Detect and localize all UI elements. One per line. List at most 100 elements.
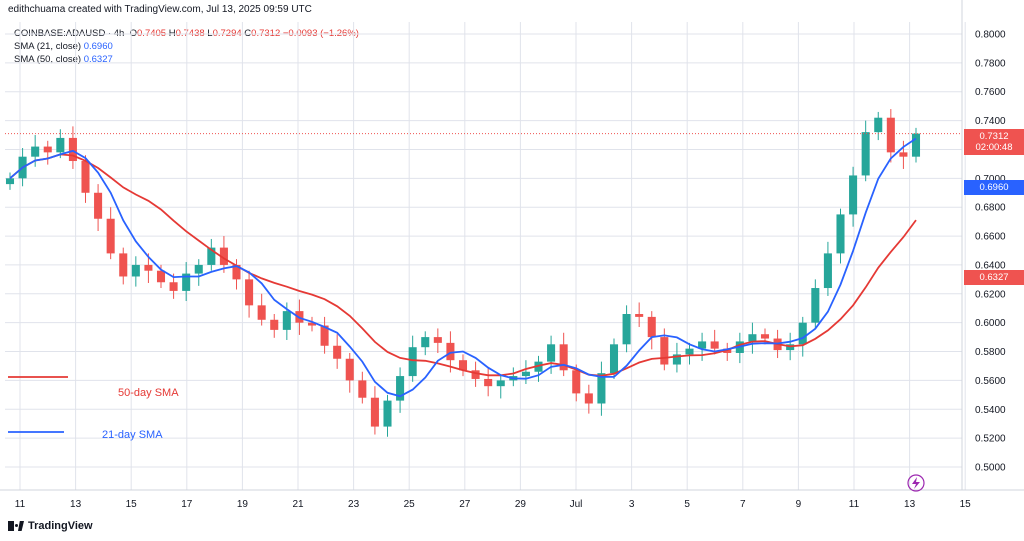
y-tick-label: 0.6600 [975,232,1006,243]
candle-body [521,371,530,377]
x-tick-label: 27 [459,499,471,510]
y-tick-label: 0.7600 [975,87,1006,98]
candle-body [219,247,228,265]
chart-credit: edithchuama created with TradingView.com… [8,4,312,15]
y-tick-label: 0.7800 [975,58,1006,69]
candle-body [43,146,52,153]
y-tick-label: 0.5800 [975,347,1006,358]
brand-name: TradingView [28,520,93,532]
sma50-label[interactable]: SMA (50, close) [14,54,82,65]
x-tick-label: 21 [292,499,304,510]
sma21-price-tag: 0.6960 [964,180,1024,195]
candle-body [698,341,707,349]
tradingview-logo-icon [8,521,24,531]
candle-body [5,178,15,185]
x-tick-label: 7 [740,499,746,510]
candle-body [798,322,807,345]
candle-body [156,270,166,283]
x-tick-label: 29 [515,499,527,510]
x-tick-label: 25 [404,499,416,510]
x-tick-label: 5 [684,499,690,510]
candle-body [874,117,883,133]
candle-body [421,337,430,348]
candle-body [320,325,329,346]
candle-body [572,370,581,394]
candle-body [396,376,405,401]
x-tick-label: 11 [15,499,26,510]
candle-body [282,311,291,330]
candle-body [446,342,455,361]
candle-body [433,337,442,343]
candle-body [358,380,367,398]
x-tick-label: 13 [70,499,82,510]
y-tick-label: 0.6400 [975,260,1006,271]
y-tick-label: 0.7400 [975,116,1006,127]
candle-body [383,400,392,427]
candle-body [31,146,40,157]
candle-body [207,247,216,265]
candle-body [710,341,719,349]
candle-body [534,361,543,372]
candle-body [849,175,858,215]
x-tick-label: 3 [629,499,635,510]
candle-body [408,347,417,377]
candle-body [169,282,178,291]
x-tick-label: 17 [181,499,193,510]
candle-body [471,370,480,379]
tradingview-brand[interactable]: TradingView [8,520,93,532]
sma21-value: 0.6960 [83,41,113,52]
y-tick-label: 0.8000 [975,30,1006,41]
candle-body [119,253,128,277]
candle-body [547,344,556,362]
x-tick-label: 23 [348,499,360,510]
candle-body [307,322,317,326]
bar-countdown: 02:00:48 [975,142,1013,153]
y-tick-label: 0.5000 [975,463,1006,474]
candle-body [911,133,921,157]
last-price-tag: 0.7312 02:00:48 [964,129,1024,155]
candle-body [68,137,77,162]
candle-body [94,192,103,219]
candle-body [622,314,631,345]
candle-body [647,316,656,338]
candle-body [861,132,870,176]
sma21-line [9,137,917,398]
candle-body [270,319,279,330]
x-tick-label: Jul [570,499,583,510]
x-tick-label: 15 [960,499,972,510]
candle-body [584,393,593,404]
candle-body [131,264,140,277]
y-tick-label: 0.6800 [975,203,1006,214]
candle-body [886,117,895,153]
candle-body [245,279,254,306]
candle-body [56,137,65,153]
y-tick-label: 0.7000 [975,174,1006,185]
x-tick-label: 9 [796,499,802,510]
candle-body [597,373,606,404]
candle-body [672,354,681,365]
candle-body [81,161,90,193]
sma50-price-tag: 0.6327 [964,270,1024,285]
candle-body [899,152,908,157]
sma21-annotation: 21-day SMA [102,429,163,441]
candle-body [144,264,153,271]
sma21-label[interactable]: SMA (21, close) [14,41,82,52]
candle-body [333,345,342,359]
candle-body [257,305,266,320]
candle-body [823,253,832,289]
lightning-bolt-icon [912,477,920,489]
candle-body [836,214,845,254]
y-tick-label: 0.6200 [975,289,1006,300]
candle-body [182,273,191,291]
sma50-line [9,153,917,377]
x-tick-label: 13 [904,499,916,510]
candle-body [484,378,493,387]
y-tick-label: 0.5400 [975,405,1006,416]
y-tick-label: 0.5200 [975,434,1006,445]
x-tick-label: 11 [849,499,860,510]
candle-body [685,348,694,355]
candle-body [609,344,619,374]
sma50-annotation: 50-day SMA [118,387,179,399]
y-tick-label: 0.6000 [975,318,1006,329]
